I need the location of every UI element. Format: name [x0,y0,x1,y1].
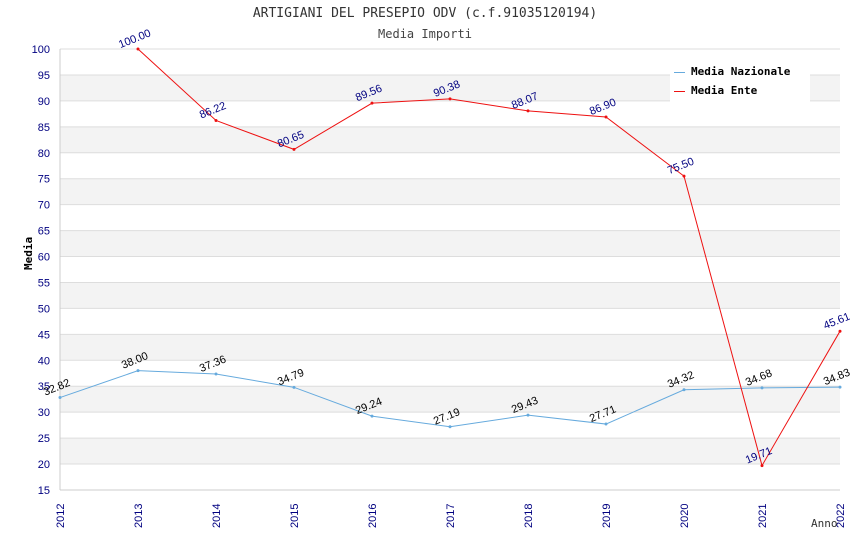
y-tick-label: 55 [38,277,50,289]
data-point [292,147,296,151]
y-tick-label: 60 [38,252,50,264]
y-tick-label: 90 [38,96,50,108]
data-point [838,329,842,333]
grid-band [60,308,840,335]
y-tick-label: 80 [38,148,50,160]
y-tick-label: 70 [38,200,50,212]
x-tick-label: 2014 [211,504,223,528]
y-axis-label: Media [22,236,35,270]
data-point [604,422,608,426]
grid-band [60,126,840,153]
data-point [370,101,374,105]
data-point [292,385,296,389]
legend: Media Nazionale Media Ente [670,60,810,102]
data-point [526,109,530,113]
chart-title: ARTIGIANI DEL PRESEPIO ODV (c.f.91035120… [252,6,598,21]
x-tick-label: 2013 [133,504,145,528]
grid-band [60,438,840,465]
data-label: 100.00 [117,27,153,51]
y-tick-label: 85 [38,122,50,134]
grid-band [60,230,840,257]
data-point [448,425,452,429]
chart-subtitle: Media Importi [378,27,472,41]
x-tick-label: 2019 [601,504,613,528]
legend-label-ente: Media Ente [691,84,758,97]
data-point [838,385,842,389]
y-tick-label: 25 [38,433,50,445]
legend-swatch-ente [674,90,685,92]
y-tick-label: 40 [38,355,50,367]
data-point [370,414,374,418]
x-tick-label: 2018 [523,504,535,528]
x-tick-label: 2015 [289,504,301,528]
y-tick-label: 15 [38,485,50,497]
data-point [214,118,218,122]
y-tick-label: 50 [38,303,50,315]
grid-band [60,412,840,439]
legend-swatch-nazionale [674,71,685,73]
grid-band [60,360,840,387]
grid-band [60,100,840,127]
y-tick-label: 20 [38,459,50,471]
grid-band [60,178,840,205]
grid-band [60,152,840,179]
data-point [760,464,764,468]
x-tick-label: 2020 [679,504,691,528]
data-point [526,413,530,417]
data-point [58,396,62,400]
grid-band [60,334,840,361]
y-tick-label: 65 [38,226,50,238]
legend-item-nazionale: Media Nazionale [674,64,790,80]
y-tick-label: 35 [38,381,50,393]
grid-band [60,386,840,413]
data-point [136,369,140,373]
x-tick-label: 2017 [445,504,457,528]
data-point [682,174,686,178]
grid-band [60,282,840,309]
x-tick-label: 2016 [367,504,379,528]
data-point [760,386,764,390]
grid-band [60,464,840,490]
grid-band [60,204,840,231]
grid-band [60,256,840,283]
series-line-1 [137,48,841,467]
y-tick-label: 75 [38,174,50,186]
y-tick-label: 95 [38,70,50,82]
legend-label-nazionale: Media Nazionale [691,65,791,78]
data-point [448,97,452,101]
y-tick-label: 100 [32,44,50,56]
data-point [136,47,140,51]
data-point [214,372,218,376]
y-tick-label: 30 [38,407,50,419]
y-tick-label: 45 [38,329,50,341]
data-point [604,115,608,119]
data-point [682,388,686,392]
x-tick-label: 2022 [835,504,847,528]
x-tick-label: 2021 [757,504,769,528]
x-axis-label: Anno [811,517,838,530]
x-tick-label: 2012 [55,504,67,528]
legend-item-ente: Media Ente [674,83,757,99]
